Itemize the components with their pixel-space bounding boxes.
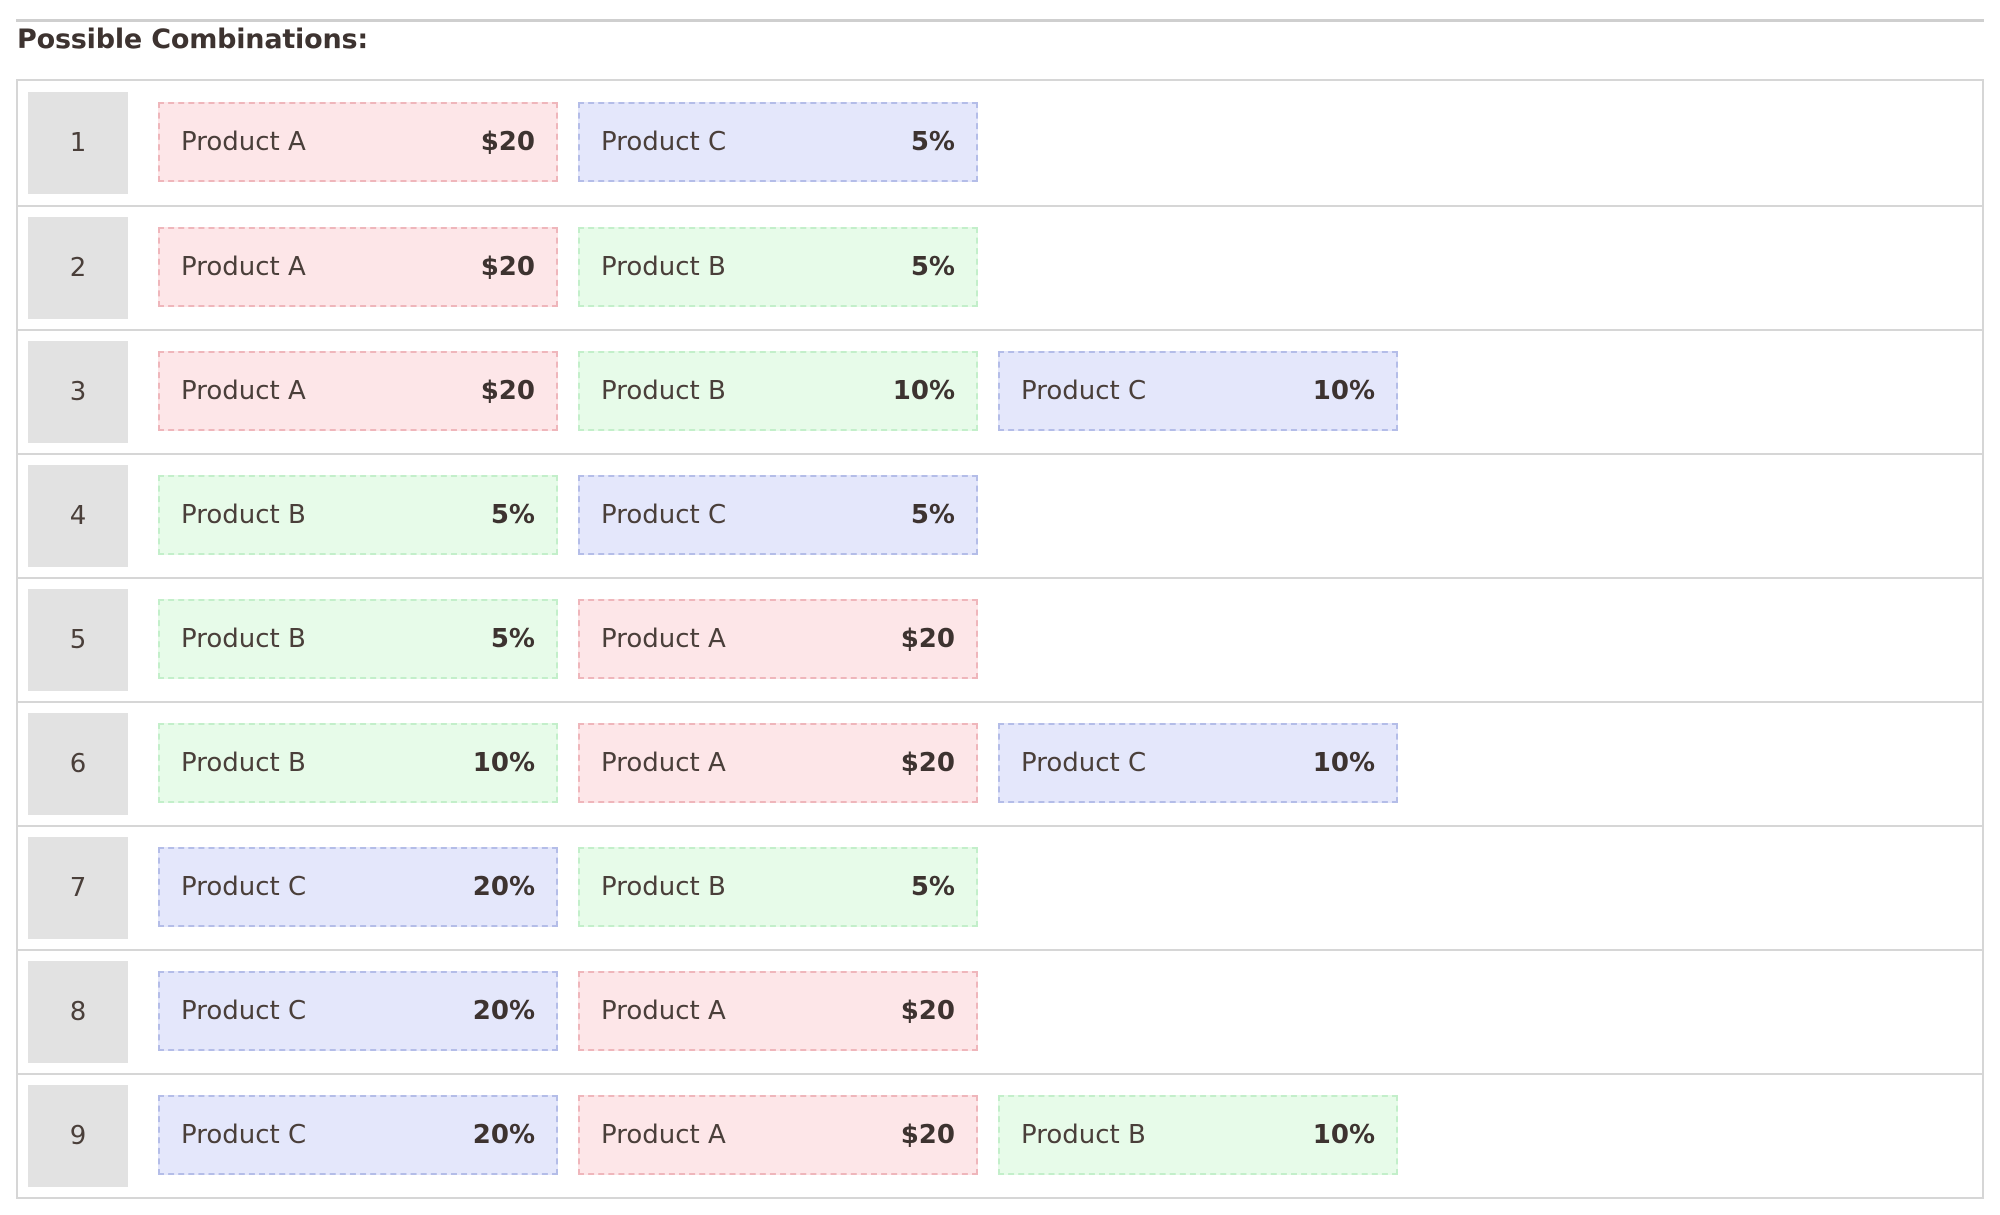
combination-number: 9	[28, 1085, 128, 1187]
product-chip: Product B 10%	[998, 1095, 1398, 1175]
product-chip: Product C 10%	[998, 351, 1398, 431]
product-discount: 10%	[1312, 748, 1375, 778]
product-name: Product C	[1021, 748, 1147, 778]
product-discount: 20%	[472, 872, 535, 902]
combination-row: 5 Product B 5% Product A $20	[18, 577, 1982, 701]
combination-row: 9 Product C 20% Product A $20 Product B …	[18, 1073, 1982, 1197]
product-discount: 20%	[472, 996, 535, 1026]
combination-number: 5	[28, 589, 128, 691]
combination-items: Product B 10% Product A $20 Product C 10…	[158, 723, 1398, 803]
product-chip: Product B 5%	[578, 847, 978, 927]
product-discount: 5%	[910, 872, 955, 902]
product-name: Product C	[181, 872, 307, 902]
product-discount: $20	[480, 376, 535, 406]
combinations-list: 1 Product A $20 Product C 5% 2 Product A…	[16, 79, 1984, 1199]
combination-items: Product A $20 Product C 5%	[158, 102, 978, 182]
combination-items: Product C 20% Product A $20 Product B 10…	[158, 1095, 1398, 1175]
combination-items: Product A $20 Product B 5%	[158, 227, 978, 307]
product-name: Product B	[1021, 1120, 1146, 1150]
product-name: Product A	[181, 376, 306, 406]
product-name: Product B	[181, 500, 306, 530]
combination-number: 2	[28, 217, 128, 319]
product-chip: Product B 5%	[158, 475, 558, 555]
product-chip: Product A $20	[578, 723, 978, 803]
product-chip: Product A $20	[578, 599, 978, 679]
combination-number: 6	[28, 713, 128, 815]
product-discount: 10%	[892, 376, 955, 406]
product-name: Product C	[181, 1120, 307, 1150]
combination-number: 1	[28, 92, 128, 194]
product-name: Product A	[601, 624, 726, 654]
product-discount: $20	[900, 624, 955, 654]
product-discount: $20	[900, 996, 955, 1026]
product-name: Product C	[601, 127, 727, 157]
product-chip: Product C 5%	[578, 475, 978, 555]
combination-items: Product C 20% Product A $20	[158, 971, 978, 1051]
product-chip: Product A $20	[578, 1095, 978, 1175]
product-chip: Product C 20%	[158, 847, 558, 927]
product-chip: Product B 5%	[578, 227, 978, 307]
product-discount: 10%	[472, 748, 535, 778]
product-discount: $20	[480, 252, 535, 282]
combination-row: 6 Product B 10% Product A $20 Product C …	[18, 701, 1982, 825]
combination-number: 8	[28, 961, 128, 1063]
combination-row: 2 Product A $20 Product B 5%	[18, 205, 1982, 329]
product-discount: 20%	[472, 1120, 535, 1150]
product-name: Product A	[601, 748, 726, 778]
section-heading: Possible Combinations:	[17, 24, 368, 55]
product-name: Product A	[181, 127, 306, 157]
product-discount: 10%	[1312, 1120, 1375, 1150]
product-chip: Product A $20	[158, 227, 558, 307]
combination-row: 7 Product C 20% Product B 5%	[18, 825, 1982, 949]
product-chip: Product B 10%	[158, 723, 558, 803]
combination-items: Product A $20 Product B 10% Product C 10…	[158, 351, 1398, 431]
combination-row: 8 Product C 20% Product A $20	[18, 949, 1982, 1073]
product-name: Product B	[181, 748, 306, 778]
product-name: Product B	[601, 376, 726, 406]
product-discount: $20	[480, 127, 535, 157]
product-name: Product C	[601, 500, 727, 530]
combination-number: 4	[28, 465, 128, 567]
product-name: Product C	[181, 996, 307, 1026]
product-name: Product A	[601, 1120, 726, 1150]
product-discount: 5%	[490, 624, 535, 654]
product-chip: Product A $20	[158, 102, 558, 182]
product-discount: 10%	[1312, 376, 1375, 406]
product-name: Product C	[1021, 376, 1147, 406]
product-discount: 5%	[910, 500, 955, 530]
product-chip: Product C 5%	[578, 102, 978, 182]
product-name: Product B	[601, 872, 726, 902]
product-name: Product B	[181, 624, 306, 654]
product-chip: Product B 5%	[158, 599, 558, 679]
product-discount: 5%	[910, 127, 955, 157]
combination-row: 1 Product A $20 Product C 5%	[18, 81, 1982, 205]
product-chip: Product C 20%	[158, 1095, 558, 1175]
product-discount: 5%	[490, 500, 535, 530]
product-chip: Product C 10%	[998, 723, 1398, 803]
product-chip: Product A $20	[158, 351, 558, 431]
product-discount: 5%	[910, 252, 955, 282]
product-discount: $20	[900, 1120, 955, 1150]
combination-row: 3 Product A $20 Product B 10% Product C …	[18, 329, 1982, 453]
top-divider	[16, 19, 1984, 22]
combination-items: Product B 5% Product A $20	[158, 599, 978, 679]
combination-number: 7	[28, 837, 128, 939]
product-name: Product A	[181, 252, 306, 282]
product-discount: $20	[900, 748, 955, 778]
combination-items: Product C 20% Product B 5%	[158, 847, 978, 927]
product-chip: Product C 20%	[158, 971, 558, 1051]
product-chip: Product A $20	[578, 971, 978, 1051]
product-chip: Product B 10%	[578, 351, 978, 431]
product-name: Product B	[601, 252, 726, 282]
combination-row: 4 Product B 5% Product C 5%	[18, 453, 1982, 577]
combination-items: Product B 5% Product C 5%	[158, 475, 978, 555]
combination-number: 3	[28, 341, 128, 443]
product-name: Product A	[601, 996, 726, 1026]
